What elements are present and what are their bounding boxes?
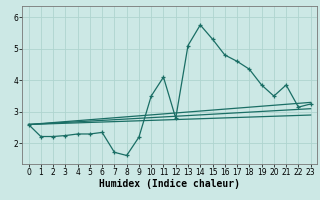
X-axis label: Humidex (Indice chaleur): Humidex (Indice chaleur) bbox=[99, 179, 240, 189]
